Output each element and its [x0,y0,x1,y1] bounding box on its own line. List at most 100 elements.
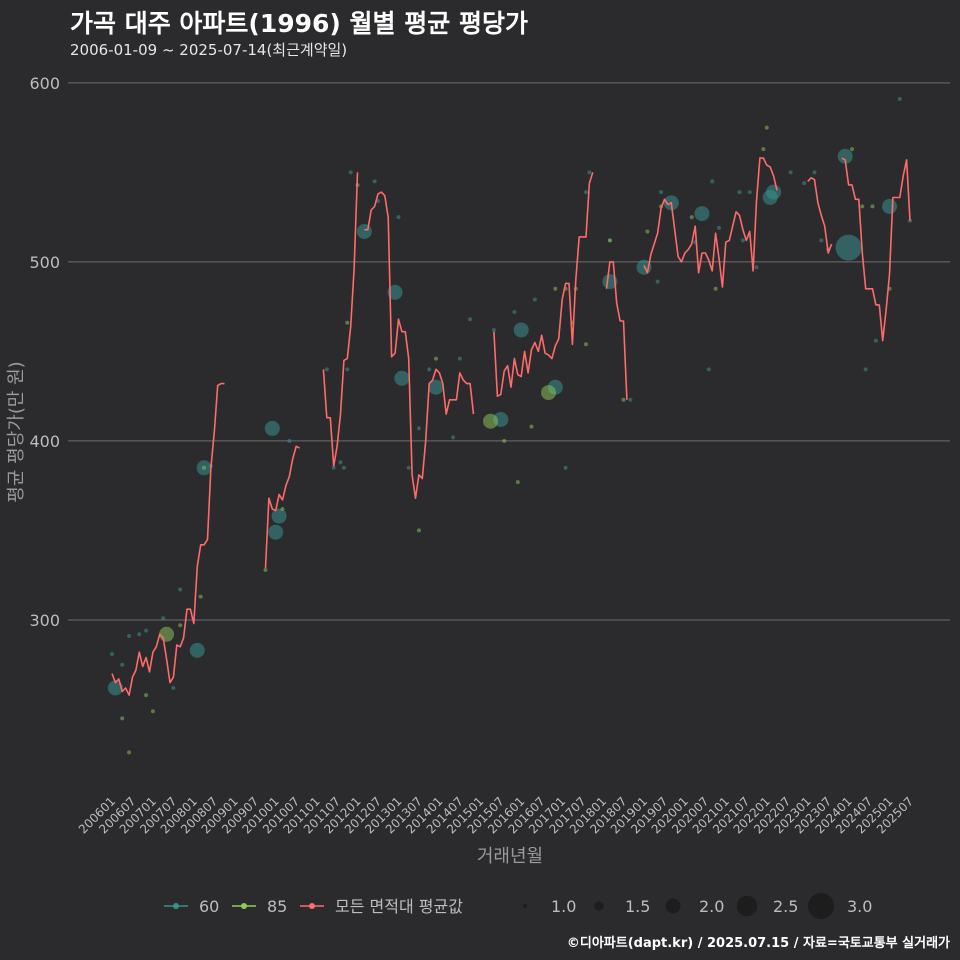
legend-series-label: 85 [267,897,287,916]
chart-subtitle: 2006-01-09 ~ 2025-07-14(최근계약일) [70,41,348,59]
data-point-60 [710,179,715,184]
data-point-85 [483,413,499,429]
data-point-60 [387,284,403,300]
legend-series-label: 60 [199,897,219,916]
data-point-60 [882,198,898,214]
data-point-60 [819,238,824,243]
data-point-60 [345,367,350,372]
data-point-60 [587,170,592,175]
data-point-60 [468,317,473,322]
average-line-segment [643,157,778,288]
data-point-60 [394,370,410,386]
data-point-60 [338,460,343,465]
legend-size-key [594,901,604,911]
legend-size-key [736,895,758,917]
data-point-60 [428,379,444,395]
data-point-85 [159,626,175,642]
data-point-60 [268,524,284,540]
data-point-60 [396,215,401,220]
data-point-60 [161,616,166,621]
average-line-segment [364,191,475,500]
data-point-60 [127,634,132,639]
y-tick-label: 500 [29,253,60,272]
data-point-85 [541,385,557,401]
data-point-85 [761,147,766,152]
average-line-segment [322,172,359,467]
y-tick-label: 300 [29,611,60,630]
data-point-60 [873,338,878,343]
data-point-85 [263,567,268,572]
data-point-60 [628,397,633,402]
data-point-60 [107,680,123,696]
data-point-60 [372,179,377,184]
data-point-85 [202,465,207,470]
legend-size-label: 2.0 [699,897,724,916]
series-85-points [120,125,892,755]
y-axis-label: 평균 평당가(만 원) [6,361,27,502]
legend-size-label: 2.5 [773,897,798,916]
data-point-60 [189,642,205,658]
data-point-60 [563,465,568,470]
data-point-60 [694,206,710,222]
data-point-85 [584,342,589,347]
data-point-60 [341,465,346,470]
data-point-85 [144,693,149,698]
x-axis-ticks: 2006012006072007012007072008012008072009… [76,794,916,836]
footer-credit: ©디아파트(dapt.kr) / 2025.07.15 / 자료=국토교통부 실… [566,936,950,951]
data-point-60 [264,420,280,436]
data-point-60 [837,148,853,164]
data-point-60 [512,310,517,315]
data-point-60 [747,190,752,195]
data-point-60 [356,223,372,239]
data-point-60 [406,465,411,470]
data-point-60 [110,651,114,656]
data-point-60 [532,297,537,302]
legend-key-dot [309,903,315,909]
data-point-60 [120,662,125,667]
data-point-60 [812,170,817,175]
legend-size-label: 1.5 [625,897,650,916]
average-line-segment [493,172,594,398]
legend-key-dot [241,903,247,909]
legend-size-key [523,904,527,908]
legend: 60 85 모든 면적대 평균값 1.0 1.5 2.0 2.5 3.0 [164,893,872,919]
x-axis-label: 거래년월 [477,846,543,867]
data-point-60 [659,190,664,195]
data-point-85 [607,238,612,243]
data-point-60 [144,628,149,633]
data-point-85 [645,229,650,234]
data-point-60 [171,685,176,690]
y-axis-ticks: 300 400 500 600 [29,74,60,630]
legend-size-label: 1.0 [551,897,576,916]
data-point-85 [860,204,865,209]
grid-lines [68,82,950,621]
chart-title: 가곡 대주 아파트(1996) 월별 평균 평당가 [70,9,528,38]
data-point-85 [502,438,507,443]
average-line-segment [111,382,225,696]
data-point-85 [689,215,694,220]
data-point-60 [348,170,353,175]
data-point-85 [515,480,520,485]
data-point-60 [655,279,660,284]
legend-size-key [808,893,834,919]
legend-key-dot [173,903,179,909]
data-point-85 [150,709,155,714]
data-point-85 [433,356,438,361]
data-point-85 [127,750,132,755]
data-point-60 [740,238,745,243]
data-point-60 [802,181,807,186]
data-point-85 [178,623,183,628]
data-point-60 [835,234,862,261]
data-point-85 [553,286,558,291]
data-point-85 [764,125,769,130]
data-point-60 [491,327,496,332]
data-point-85 [870,204,875,209]
data-point-85 [529,424,534,429]
data-point-85 [850,147,855,152]
y-tick-label: 600 [29,74,60,93]
average-line-segment [605,261,628,400]
data-point-60 [754,265,759,270]
average-line-segment [264,445,300,569]
data-point-60 [908,218,912,223]
